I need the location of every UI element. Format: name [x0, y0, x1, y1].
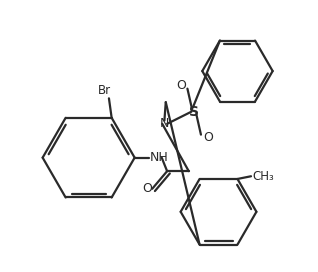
Text: O: O	[142, 182, 152, 195]
Text: CH₃: CH₃	[252, 170, 274, 183]
Text: NH: NH	[150, 151, 169, 164]
Text: N: N	[160, 117, 169, 130]
Text: Br: Br	[98, 84, 111, 97]
Text: O: O	[204, 131, 213, 144]
Text: S: S	[189, 105, 199, 119]
Text: O: O	[176, 79, 186, 92]
